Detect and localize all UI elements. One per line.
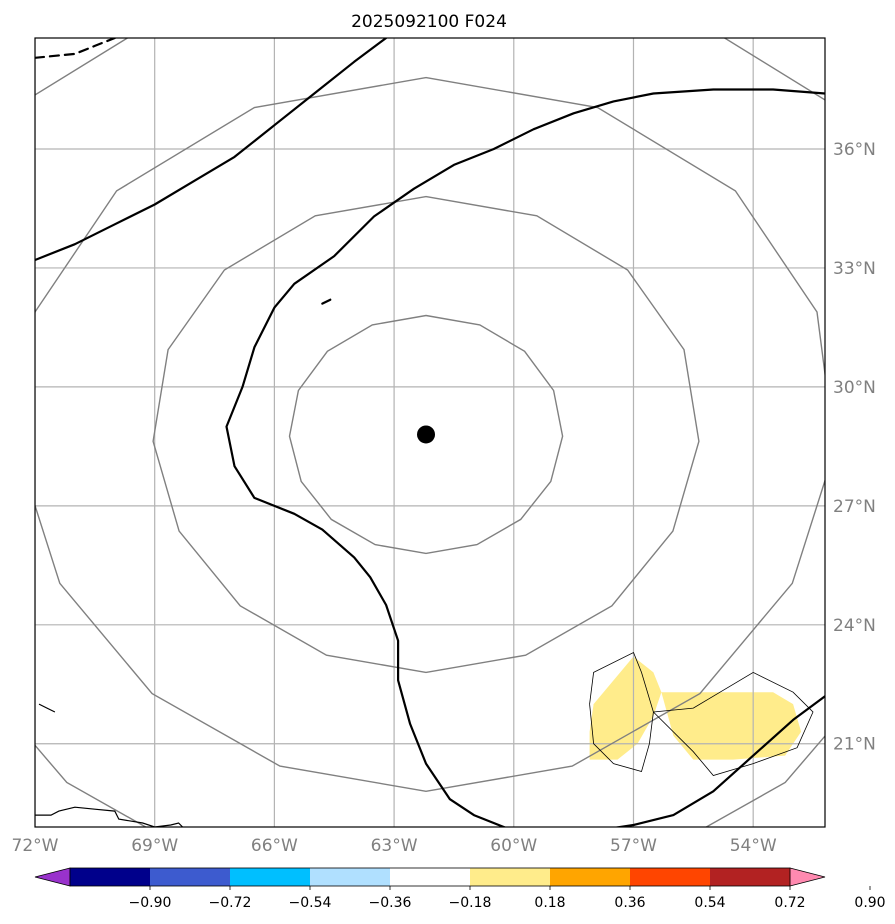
colorbar-tick-label: 0.72: [774, 895, 805, 911]
lon-tick-label: 54°W: [730, 836, 777, 856]
gridlines-layer: [35, 38, 825, 827]
colorbar-bin: [150, 868, 231, 886]
colorbar: −0.90 −0.72 −0.54 −0.36 −0.18 0.18 0.36 0.54 0.7…: [34, 867, 886, 911]
lat-tick-label: 33°N: [833, 259, 876, 279]
colorbar-bin: [310, 868, 391, 886]
coastlines-layer: [35, 703, 184, 827]
colorbar-tick-label: 0.54: [694, 895, 725, 911]
lat-tick-label: 30°N: [833, 378, 876, 398]
chart-title: 2025092100 F024: [351, 12, 507, 32]
lon-tick-label: 63°W: [371, 836, 418, 856]
lon-tick-label: 57°W: [610, 836, 657, 856]
colorbar-bin: [710, 868, 791, 886]
lat-tick-label: 24°N: [833, 616, 876, 636]
colorbar-bin: [630, 868, 711, 886]
lat-tick-label: 36°N: [833, 140, 876, 160]
coastline-islet: [38, 703, 56, 713]
solid-contour-main: [225, 88, 825, 827]
colorbar-bin: [550, 868, 631, 886]
tiny-contour-fragment: [321, 298, 332, 305]
map-frame: [34, 37, 826, 828]
lat-tick-label: 21°N: [833, 735, 876, 755]
colorbar-tick-label: −0.18: [449, 895, 492, 911]
lon-tick-label: 66°W: [251, 836, 298, 856]
colorbar-bin: [390, 868, 471, 886]
colorbar-bin: [230, 868, 311, 886]
colorbar-tick-label: −0.54: [289, 895, 332, 911]
anomaly-shade-west: [589, 656, 662, 760]
range-ring: [152, 195, 700, 674]
colorbar-bin: [70, 868, 151, 886]
threshold-outlines-layer: [589, 651, 814, 776]
lat-tick-label: 27°N: [833, 497, 876, 517]
colorbar-tick-label: 0.36: [614, 895, 645, 911]
contours-layer: [35, 38, 825, 827]
coastline-hispaniola: [35, 806, 184, 827]
range-ring: [288, 314, 564, 555]
colorbar-extend-low: [34, 867, 71, 887]
colorbar-extend-high: [789, 867, 826, 887]
storm-center-marker: [417, 425, 436, 444]
colorbar-tick-label: −0.90: [129, 895, 172, 911]
threshold-outline-east: [653, 671, 814, 776]
colorbar-tick-label: 0.18: [534, 895, 565, 911]
range-ring: [35, 76, 825, 793]
lon-tick-label: 69°W: [131, 836, 178, 856]
storm-center-layer: [417, 425, 436, 444]
threshold-outline-west: [589, 651, 654, 772]
colorbar-tick-label: −0.72: [209, 895, 252, 911]
solid-contour-northwest: [35, 38, 388, 262]
colorbar-tick-label: 0.90: [854, 895, 885, 911]
lon-tick-label: 60°W: [490, 836, 537, 856]
dashed-contour-northwest: [35, 38, 116, 59]
colorbar-tick-label: −0.36: [369, 895, 412, 911]
colorbar-frame: [69, 867, 791, 887]
axis-tick-labels: 72°W 69°W 66°W 63°W 60°W 57°W 54°W 21°N 24°N 27°N…: [12, 140, 876, 856]
colorbar-bin: [470, 868, 551, 886]
lon-tick-label: 72°W: [12, 836, 59, 856]
